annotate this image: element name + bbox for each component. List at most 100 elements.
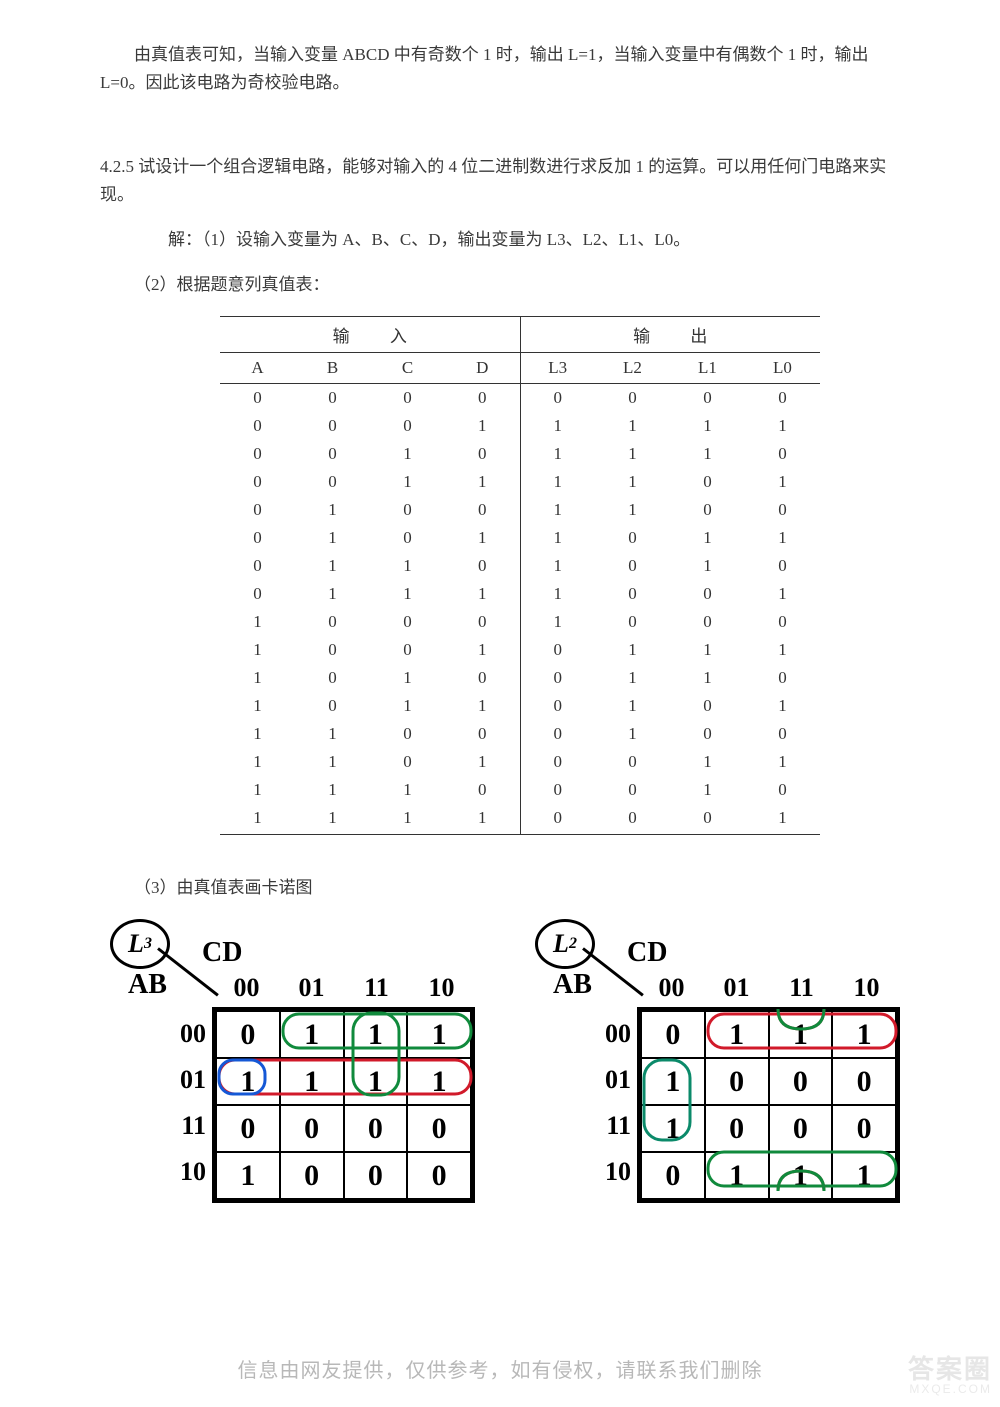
table-cell: 0 [520, 748, 595, 776]
table-row: 10100110 [220, 664, 820, 692]
document-page: 由真值表可知，当输入变量 ABCD 中有奇数个 1 时，输出 L=1，当输入变量… [0, 0, 1000, 1407]
kmap-row-label: 11 [591, 1103, 631, 1149]
table-cell: 0 [595, 384, 670, 413]
table-cell: 0 [670, 384, 745, 413]
table-cell: 0 [595, 552, 670, 580]
table-row: 00111101 [220, 468, 820, 496]
column-header: L0 [745, 353, 820, 384]
kmap-cell: 0 [769, 1058, 833, 1105]
table-row: 00011111 [220, 412, 820, 440]
table-cell: 0 [445, 720, 520, 748]
table-cell: 1 [445, 692, 520, 720]
table-cell: 1 [295, 580, 370, 608]
table-cell: 0 [370, 496, 445, 524]
solution-step-2: （2）根据题意列真值表： [100, 271, 900, 299]
table-row: 00000000 [220, 384, 820, 413]
table-cell: 1 [745, 636, 820, 664]
table-cell: 1 [445, 804, 520, 835]
table-cell: 1 [370, 776, 445, 804]
kmap-cell: 1 [769, 1011, 833, 1058]
table-cell: 0 [745, 776, 820, 804]
table-cell: 1 [370, 664, 445, 692]
kmap-col-label: 10 [834, 973, 899, 1003]
kmap-l2: L2CDAB00011110000111100111100010000111 [535, 919, 900, 1199]
kmap-cell: 0 [407, 1105, 471, 1152]
kmap-col-label: 00 [214, 973, 279, 1003]
table-row: 11000100 [220, 720, 820, 748]
column-header: L1 [670, 353, 745, 384]
kmap-row-label: 00 [166, 1011, 206, 1057]
kmap-cell: 0 [832, 1058, 896, 1105]
table-cell: 0 [445, 608, 520, 636]
kmap-cd-label: CD [202, 937, 242, 969]
table-cell: 1 [445, 748, 520, 776]
table-cell: 0 [670, 692, 745, 720]
kmap-cell: 1 [344, 1011, 408, 1058]
table-cell: 1 [670, 412, 745, 440]
table-cell: 1 [745, 748, 820, 776]
table-cell: 0 [295, 440, 370, 468]
kmap-cell: 1 [216, 1058, 280, 1105]
table-cell: 0 [295, 608, 370, 636]
table-row: 01001100 [220, 496, 820, 524]
kmap-cell: 0 [344, 1105, 408, 1152]
table-cell: 0 [595, 608, 670, 636]
kmap-cell: 1 [216, 1152, 280, 1199]
table-cell: 1 [220, 804, 295, 835]
table-cell: 0 [295, 384, 370, 413]
kmap-cell: 1 [705, 1152, 769, 1199]
table-cell: 1 [295, 720, 370, 748]
kmap-col-label: 01 [704, 973, 769, 1003]
table-cell: 0 [670, 468, 745, 496]
table-cell: 1 [595, 440, 670, 468]
table-cell: 1 [370, 552, 445, 580]
kmap-row-label: 01 [591, 1057, 631, 1103]
table-cell: 0 [520, 636, 595, 664]
table-cell: 0 [220, 384, 295, 413]
paragraph-conclusion: 由真值表可知，当输入变量 ABCD 中有奇数个 1 时，输出 L=1，当输入变量… [100, 41, 900, 97]
table-cell: 0 [445, 440, 520, 468]
table-cell: 0 [370, 720, 445, 748]
table-cell: 0 [745, 496, 820, 524]
solution-step-3: （3）由真值表画卡诺图 [100, 874, 900, 902]
table-cell: 0 [520, 692, 595, 720]
table-cell: 0 [520, 720, 595, 748]
table-cell: 0 [370, 636, 445, 664]
truth-table: 输 入 输 出 ABCDL3L2L1L0 0000000000011111001… [220, 316, 820, 835]
table-cell: 1 [445, 580, 520, 608]
table-cell: 1 [670, 440, 745, 468]
kmap-col-labels: 00011110 [639, 973, 899, 1003]
table-cell: 1 [670, 524, 745, 552]
kmap-col-label: 10 [409, 973, 474, 1003]
table-row: 11110001 [220, 804, 820, 835]
kmap-cell: 0 [641, 1011, 705, 1058]
table-row: 10001000 [220, 608, 820, 636]
kmap-row-label: 00 [591, 1011, 631, 1057]
table-cell: 0 [370, 524, 445, 552]
table-cell: 1 [520, 580, 595, 608]
kmap-l3: L3CDAB00011110000111100111111100001000 [110, 919, 475, 1199]
kmap-cell: 1 [280, 1011, 344, 1058]
table-cell: 1 [745, 412, 820, 440]
kmap-cell: 1 [641, 1058, 705, 1105]
table-row: 01101010 [220, 552, 820, 580]
table-cell: 0 [445, 664, 520, 692]
column-header: L2 [595, 353, 670, 384]
table-row: 11010011 [220, 748, 820, 776]
kmap-row-labels: 00011110 [591, 1011, 631, 1195]
kmap-cd-label: CD [627, 937, 667, 969]
kmap-cell: 0 [832, 1105, 896, 1152]
table-cell: 0 [370, 608, 445, 636]
kmap-cell: 1 [407, 1011, 471, 1058]
table-row: 01111001 [220, 580, 820, 608]
table-cell: 0 [295, 664, 370, 692]
kmap-cell: 1 [832, 1011, 896, 1058]
table-cell: 1 [370, 440, 445, 468]
table-cell: 1 [445, 524, 520, 552]
table-cell: 1 [745, 580, 820, 608]
table-cell: 1 [220, 608, 295, 636]
watermark-text-small: MXQE.COM [908, 1379, 992, 1399]
column-header: A [220, 353, 295, 384]
kmap-grid: 0111100010000111 [637, 1007, 900, 1203]
kmap-cell: 1 [641, 1105, 705, 1152]
